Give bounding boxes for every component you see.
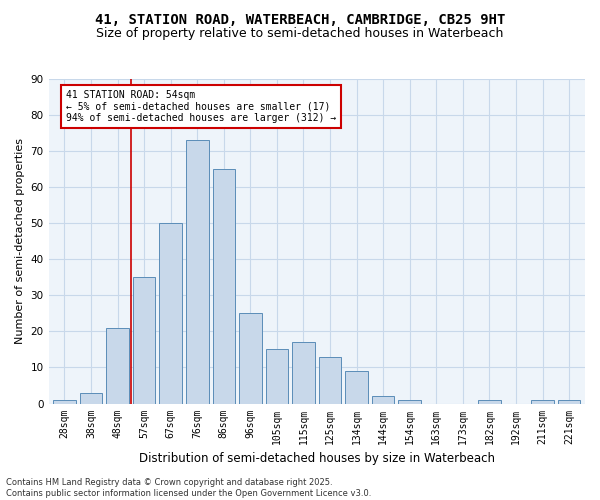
- Text: Size of property relative to semi-detached houses in Waterbeach: Size of property relative to semi-detach…: [97, 28, 503, 40]
- Bar: [398, 400, 421, 404]
- Bar: [266, 350, 288, 404]
- Text: Contains HM Land Registry data © Crown copyright and database right 2025.
Contai: Contains HM Land Registry data © Crown c…: [6, 478, 371, 498]
- Text: 41, STATION ROAD, WATERBEACH, CAMBRIDGE, CB25 9HT: 41, STATION ROAD, WATERBEACH, CAMBRIDGE,…: [95, 12, 505, 26]
- Bar: [186, 140, 209, 404]
- Bar: [558, 400, 580, 404]
- Y-axis label: Number of semi-detached properties: Number of semi-detached properties: [15, 138, 25, 344]
- Bar: [372, 396, 394, 404]
- X-axis label: Distribution of semi-detached houses by size in Waterbeach: Distribution of semi-detached houses by …: [139, 452, 495, 465]
- Bar: [239, 314, 262, 404]
- Bar: [106, 328, 129, 404]
- Bar: [212, 169, 235, 404]
- Bar: [478, 400, 500, 404]
- Bar: [160, 223, 182, 404]
- Bar: [80, 392, 103, 404]
- Bar: [319, 356, 341, 404]
- Bar: [133, 278, 155, 404]
- Bar: [292, 342, 315, 404]
- Text: 41 STATION ROAD: 54sqm
← 5% of semi-detached houses are smaller (17)
94% of semi: 41 STATION ROAD: 54sqm ← 5% of semi-deta…: [66, 90, 336, 123]
- Bar: [53, 400, 76, 404]
- Bar: [531, 400, 554, 404]
- Bar: [346, 371, 368, 404]
